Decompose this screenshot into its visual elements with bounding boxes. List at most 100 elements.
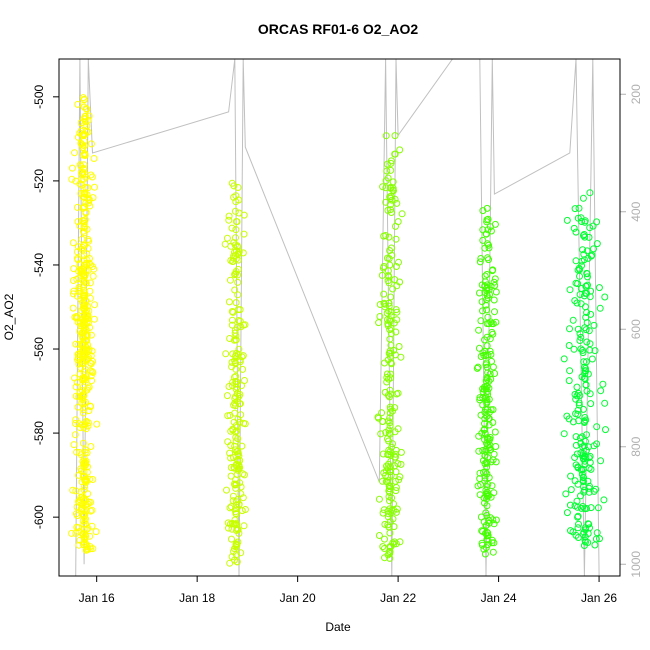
data-point bbox=[482, 351, 490, 359]
data-point bbox=[486, 223, 494, 231]
data-point bbox=[484, 529, 492, 537]
data-point bbox=[474, 363, 482, 371]
data-point bbox=[392, 540, 400, 548]
data-point bbox=[386, 548, 394, 556]
data-point bbox=[571, 205, 579, 213]
data-point bbox=[79, 376, 86, 384]
data-point bbox=[237, 411, 245, 419]
data-point bbox=[240, 230, 248, 238]
y2-tick-label: 600 bbox=[629, 319, 643, 339]
data-point bbox=[78, 267, 86, 275]
data-point bbox=[233, 423, 241, 431]
data-point bbox=[485, 519, 493, 527]
data-point bbox=[231, 248, 238, 256]
data-point bbox=[482, 230, 490, 238]
data-point bbox=[565, 342, 573, 349]
data-point bbox=[482, 361, 490, 369]
data-point bbox=[90, 315, 98, 323]
y2-tick-label: 800 bbox=[629, 436, 643, 456]
data-point bbox=[481, 394, 489, 402]
data-point bbox=[226, 504, 234, 512]
data-point bbox=[227, 454, 235, 462]
secondary-line-layer bbox=[75, 58, 600, 577]
data-point bbox=[577, 300, 585, 308]
data-point bbox=[234, 538, 242, 546]
data-point bbox=[481, 336, 488, 344]
data-point bbox=[481, 289, 489, 296]
data-point bbox=[233, 324, 241, 331]
data-point bbox=[236, 358, 244, 366]
series-3 bbox=[374, 132, 406, 562]
data-point bbox=[586, 524, 593, 532]
data-point bbox=[484, 435, 492, 443]
data-point bbox=[232, 270, 240, 278]
data-point bbox=[386, 193, 394, 201]
data-point bbox=[586, 224, 594, 232]
data-point bbox=[485, 474, 493, 482]
data-point bbox=[489, 406, 497, 414]
data-point bbox=[479, 401, 487, 409]
data-point bbox=[379, 450, 387, 458]
data-point bbox=[474, 482, 482, 490]
data-point bbox=[575, 401, 583, 409]
data-point bbox=[482, 486, 490, 494]
data-point bbox=[492, 288, 500, 296]
data-point bbox=[473, 364, 481, 372]
data-point bbox=[231, 207, 239, 215]
data-point bbox=[77, 451, 85, 459]
data-point bbox=[560, 430, 568, 438]
data-point bbox=[483, 512, 491, 519]
data-point bbox=[72, 420, 79, 427]
data-point bbox=[477, 411, 485, 419]
data-point bbox=[223, 234, 231, 242]
data-point bbox=[481, 477, 489, 485]
data-point bbox=[486, 434, 494, 441]
data-point bbox=[389, 407, 396, 415]
data-point bbox=[82, 541, 90, 549]
data-point bbox=[386, 414, 394, 422]
data-point bbox=[233, 218, 241, 226]
data-point bbox=[489, 363, 497, 371]
series-1 bbox=[68, 94, 101, 554]
data-point bbox=[392, 487, 400, 495]
data-point bbox=[376, 313, 384, 320]
data-point bbox=[475, 326, 483, 334]
data-point bbox=[71, 149, 78, 157]
data-point bbox=[384, 277, 392, 285]
data-point bbox=[382, 472, 389, 479]
data-point bbox=[588, 355, 596, 363]
data-point bbox=[479, 388, 487, 396]
data-point bbox=[578, 504, 585, 512]
data-point bbox=[481, 420, 488, 428]
data-point bbox=[386, 326, 394, 334]
data-point bbox=[602, 426, 609, 434]
data-point bbox=[387, 157, 395, 165]
data-point bbox=[579, 349, 587, 357]
data-point bbox=[389, 178, 397, 186]
data-point bbox=[483, 342, 491, 350]
data-point bbox=[71, 374, 78, 382]
data-point bbox=[491, 275, 499, 283]
data-point bbox=[234, 456, 241, 464]
data-point bbox=[565, 415, 573, 423]
data-point bbox=[87, 140, 95, 148]
data-point bbox=[387, 359, 395, 367]
data-point bbox=[74, 100, 82, 108]
data-point bbox=[234, 250, 242, 258]
data-point bbox=[571, 297, 579, 305]
data-point bbox=[483, 463, 491, 471]
data-point bbox=[83, 331, 91, 338]
data-point bbox=[592, 485, 600, 493]
data-point bbox=[86, 279, 94, 287]
data-point bbox=[381, 554, 388, 562]
data-point bbox=[87, 171, 95, 179]
data-point bbox=[484, 254, 492, 262]
points-layer bbox=[68, 94, 609, 567]
data-point bbox=[76, 261, 84, 268]
data-point bbox=[76, 129, 84, 137]
data-point bbox=[483, 490, 491, 498]
data-point bbox=[80, 311, 88, 319]
data-point bbox=[90, 155, 98, 162]
data-point bbox=[566, 286, 574, 294]
data-point bbox=[80, 347, 88, 355]
